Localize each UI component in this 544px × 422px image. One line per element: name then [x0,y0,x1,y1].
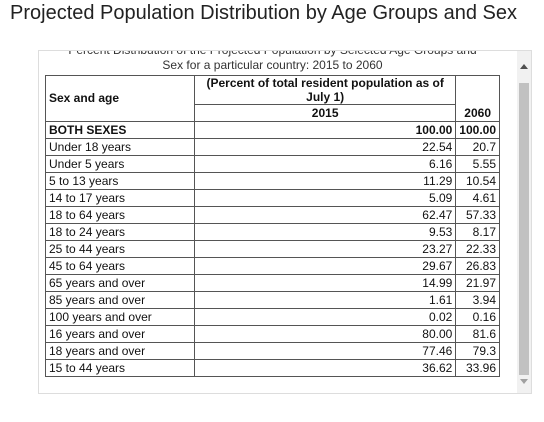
cell-value: 1.61 [193,291,457,309]
row-label: 25 to 44 years [45,240,195,258]
data-table: Sex and age (Percent of total resident p… [45,75,500,377]
table-row: 18 years and over 77.46 79.3 [45,342,500,360]
table-row: 14 to 17 years 5.09 4.61 [45,189,500,207]
header-label: Sex and age [45,75,195,122]
cell-value: 33.96 [455,359,500,377]
table-wrap: Percent Distribution of the Projected Po… [45,50,500,377]
row-label: 65 years and over [45,274,195,292]
table-row: 18 to 24 years 9.53 8.17 [45,223,500,241]
row-label: 18 to 24 years [45,223,195,241]
scroll-thumb[interactable] [519,83,529,375]
header-year: 2060 [455,75,500,122]
cell-value: 29.67 [193,257,457,275]
cell-value: 5.09 [193,189,457,207]
table-row: 16 years and over 80.00 81.6 [45,325,500,343]
table-row: 85 years and over 1.61 3.94 [45,291,500,309]
cell-value: 80.00 [193,325,457,343]
cell-value: 79.3 [455,342,500,360]
cell-value: 14.99 [193,274,457,292]
cell-value: 9.53 [193,223,457,241]
cell-value: 77.46 [193,342,457,360]
cell-value: 62.47 [193,206,457,224]
cell-value: 3.94 [455,291,500,309]
table-row: 5 to 13 years 11.29 10.54 [45,172,500,190]
table-row: 65 years and over 14.99 21.97 [45,274,500,292]
cell-value: 0.02 [193,308,457,326]
row-label: 15 to 44 years [45,359,195,377]
cell-value: 100.00 [455,121,500,139]
row-label: 85 years and over [45,291,195,309]
row-label: 18 to 64 years [45,206,195,224]
row-label: Under 18 years [45,138,195,156]
cell-value: 21.97 [455,274,500,292]
row-label: 14 to 17 years [45,189,195,207]
cell-value: 4.61 [455,189,500,207]
table-row: 100 years and over 0.02 0.16 [45,308,500,326]
cell-value: 6.16 [193,155,457,173]
row-label: 5 to 13 years [45,172,195,190]
row-label: 16 years and over [45,325,195,343]
table-row: Under 5 years 6.16 5.55 [45,155,500,173]
cell-value: 0.16 [455,308,500,326]
cell-value: 23.27 [193,240,457,258]
table-row: 18 to 64 years 62.47 57.33 [45,206,500,224]
cell-value: 81.6 [455,325,500,343]
page-title: Projected Population Distribution by Age… [10,2,517,24]
scroll-up[interactable] [520,64,528,69]
cell-value: 22.54 [193,138,457,156]
header-year: 2015 [193,104,457,122]
cell-value: 100.00 [193,121,457,139]
row-label: Under 5 years [45,155,195,173]
row-label: 100 years and over [45,308,195,326]
scroll-down[interactable] [520,379,528,384]
cell-value: 11.29 [193,172,457,190]
cell-value: 20.7 [455,138,500,156]
table-row: 45 to 64 years 29.67 26.83 [45,257,500,275]
row-label: 45 to 64 years [45,257,195,275]
table-row: 25 to 44 years 23.27 22.33 [45,240,500,258]
cell-value: 36.62 [193,359,457,377]
cell-value: 10.54 [455,172,500,190]
row-label: BOTH SEXES [45,121,195,139]
cell-value: 8.17 [455,223,500,241]
row-label: 18 years and over [45,342,195,360]
cell-value: 22.33 [455,240,500,258]
scrollbar[interactable] [517,51,531,393]
table-row: 15 to 44 years 36.62 33.96 [45,359,500,377]
cell-value: 26.83 [455,257,500,275]
table-body: BOTH SEXES 100.00 100.00 Under 18 years 22.5… [45,121,500,377]
header-group: (Percent of total resident population as… [193,75,457,105]
scroll-box[interactable]: Percent Distribution of the Projected Po… [38,50,532,394]
caption-line: Sex for a particular country: 2015 to 20… [162,58,383,72]
caption-line: Percent Distribution of the Projected Po… [68,50,477,57]
cell-value: 57.33 [455,206,500,224]
cell-value: 5.55 [455,155,500,173]
table-row: BOTH SEXES 100.00 100.00 [45,121,500,139]
table-row: Under 18 years 22.54 20.7 [45,138,500,156]
